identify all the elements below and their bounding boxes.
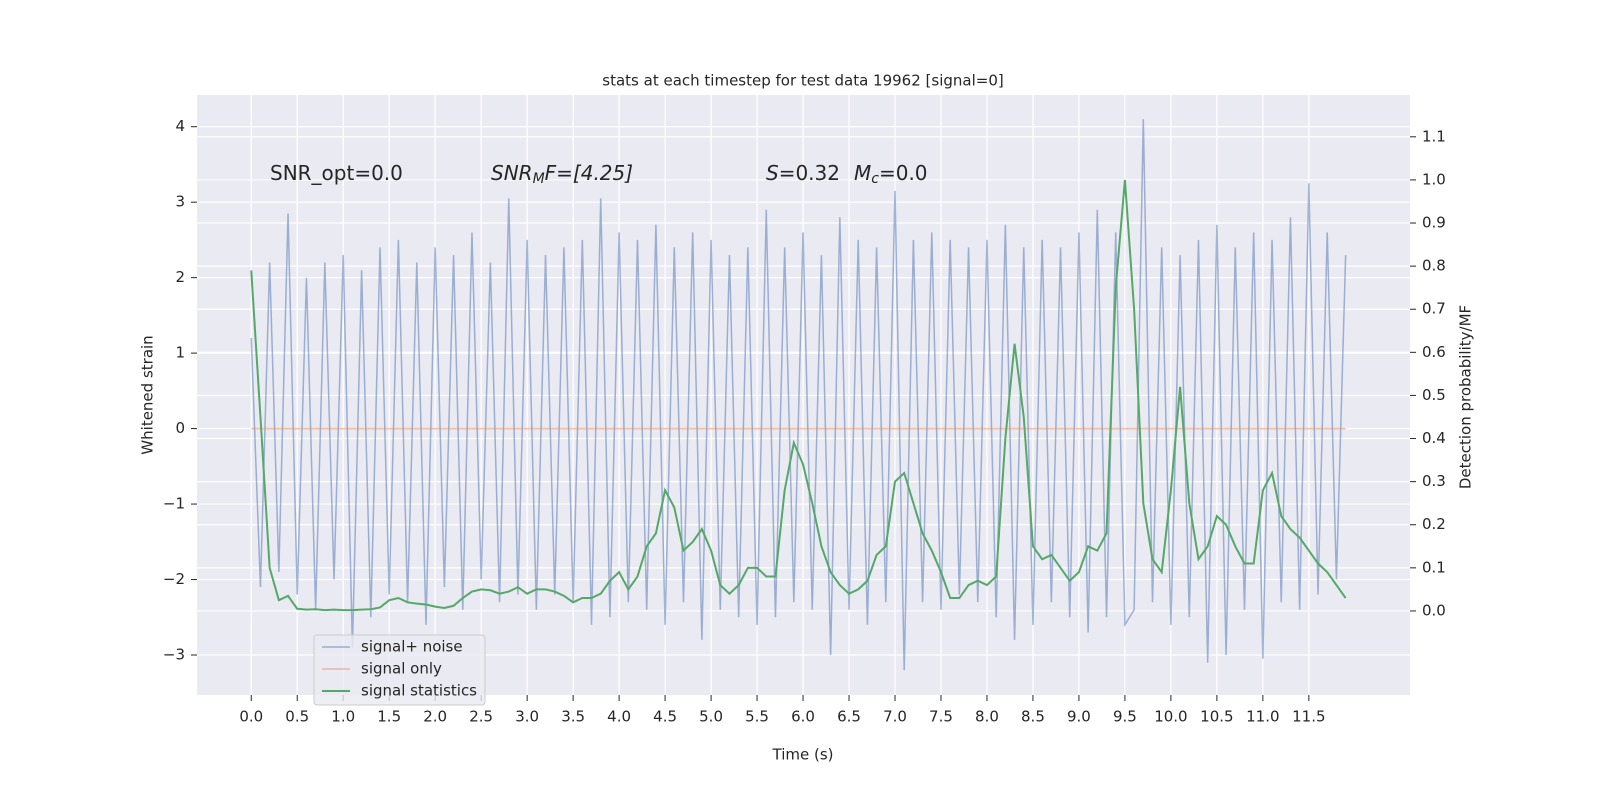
x-tick-label: 8.5	[1021, 708, 1045, 726]
x-tick-label: 6.0	[791, 708, 815, 726]
x-tick-label: 6.5	[837, 708, 861, 726]
y-axis-label: Whitened strain	[139, 335, 157, 454]
annotation-text: =0.32	[779, 161, 840, 185]
legend-box	[313, 634, 486, 706]
annotation: S=0.32 Mc=0.0	[766, 161, 928, 188]
y-tick-label: 4	[175, 117, 185, 135]
x-tick-label: 10.5	[1200, 708, 1233, 726]
x-tick-label: 3.0	[515, 708, 539, 726]
x-tick-label: 11.5	[1292, 708, 1325, 726]
y2-axis-label: Detection probability/MF	[1457, 305, 1475, 489]
x-tick-label: 0.5	[285, 708, 309, 726]
x-tick-label: 2.5	[469, 708, 493, 726]
x-tick-label: 5.5	[745, 708, 769, 726]
series-line	[250, 179, 1347, 612]
legend-label: signal+ noise	[361, 638, 463, 656]
x-tick-label: 9.5	[1113, 708, 1137, 726]
x-tick-label: 1.5	[377, 708, 401, 726]
y2-tick-label: 0.0	[1422, 601, 1446, 619]
annotation-text: F=[4.25]	[545, 161, 633, 185]
y2-tick-label: 0.9	[1422, 214, 1446, 232]
x-tick-label: 4.5	[653, 708, 677, 726]
annotation-text: =0.0	[879, 161, 928, 185]
x-tick-label: 10.0	[1154, 708, 1187, 726]
y-tick-label: 0	[175, 419, 185, 437]
x-tick-label: 7.5	[929, 708, 953, 726]
legend-label: signal statistics	[361, 682, 477, 700]
y2-tick-label: 0.2	[1422, 515, 1446, 533]
x-tick-label: 9.0	[1067, 708, 1091, 726]
annotation-text: S	[766, 161, 779, 185]
y2-tick-label: 0.6	[1422, 343, 1446, 361]
series-line	[250, 119, 1347, 671]
y-tick-label: 3	[175, 193, 185, 211]
y-tick-label: 2	[175, 268, 185, 286]
x-tick-label: 11.0	[1246, 708, 1279, 726]
annotation-subscript: c	[871, 171, 879, 187]
x-tick-label: 4.0	[607, 708, 631, 726]
annotation-text: SNR	[491, 161, 533, 185]
x-tick-label: 8.0	[975, 708, 999, 726]
x-tick-label: 0.0	[239, 708, 263, 726]
annotation-text: SNR_opt=0.0	[270, 161, 403, 185]
x-tick-label: 5.0	[699, 708, 723, 726]
y2-tick-label: 0.8	[1422, 257, 1446, 275]
x-tick-label: 7.0	[883, 708, 907, 726]
chart-title: stats at each timestep for test data 199…	[602, 72, 1003, 90]
x-axis-label: Time (s)	[772, 746, 834, 764]
annotation-text: M	[854, 161, 871, 185]
y2-tick-label: 0.1	[1422, 558, 1446, 576]
y-tick-label: −3	[163, 646, 185, 664]
legend-label: signal only	[361, 660, 442, 678]
y2-tick-label: 0.4	[1422, 429, 1446, 447]
y2-tick-label: 1.0	[1422, 170, 1446, 188]
y2-tick-label: 1.1	[1422, 127, 1446, 145]
x-tick-label: 2.0	[423, 708, 447, 726]
annotation: SNR_opt=0.0	[270, 161, 403, 185]
y2-tick-label: 0.3	[1422, 472, 1446, 490]
y-tick-label: 1	[175, 344, 185, 362]
y2-tick-label: 0.5	[1422, 386, 1446, 404]
x-tick-label: 1.0	[331, 708, 355, 726]
annotation-subscript: M	[533, 171, 545, 187]
y-tick-label: −2	[163, 570, 185, 588]
annotation: SNRMF=[4.25]	[491, 161, 633, 188]
x-tick-label: 3.5	[561, 708, 585, 726]
y2-tick-label: 0.7	[1422, 300, 1446, 318]
y-tick-label: −1	[163, 495, 185, 513]
